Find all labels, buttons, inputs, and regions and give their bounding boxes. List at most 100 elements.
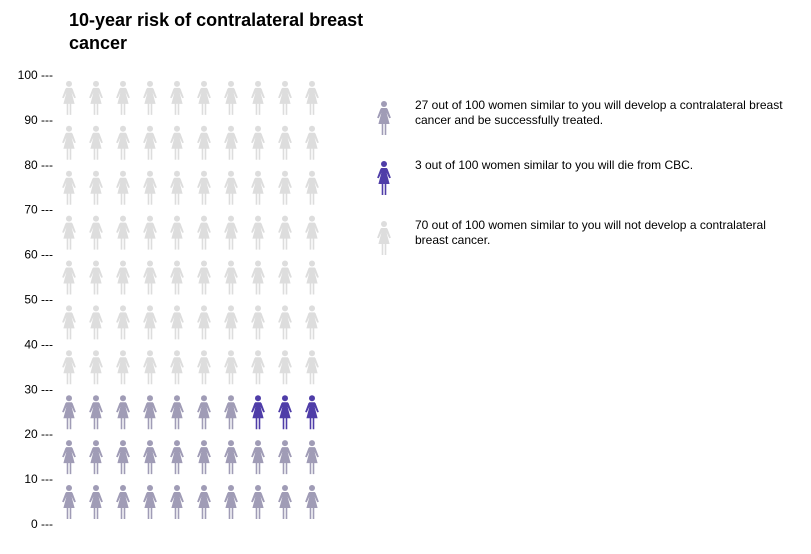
person-icon-develop-treated (62, 440, 76, 475)
person-icon-develop-treated (278, 440, 292, 475)
person-icon-not-develop (143, 80, 157, 115)
person-icon-not-develop (197, 125, 211, 160)
person-icon-not-develop (305, 305, 319, 340)
person-icon-not-develop (305, 125, 319, 160)
person-icon-develop-treated (251, 485, 265, 519)
person-icon-not-develop (170, 305, 184, 340)
legend-label: 70 out of 100 women similar to you will … (415, 218, 766, 247)
person-icon-not-develop (251, 305, 265, 340)
person-icon-develop-treated (197, 440, 211, 475)
person-icon-not-develop (170, 350, 184, 385)
person-icon-not-develop (170, 80, 184, 115)
person-icon-not-develop (89, 80, 103, 115)
person-icon-not-develop (170, 125, 184, 160)
person-icon-not-develop (197, 170, 211, 205)
y-tick-label: 0 --- (31, 517, 53, 531)
y-tick-label: 60 --- (24, 248, 53, 262)
person-icon-not-develop (62, 170, 76, 205)
person-icon-not-develop (197, 305, 211, 340)
person-icon-not-develop (62, 80, 76, 115)
legend-swatch-develop-treated (377, 101, 391, 135)
person-icon-not-develop (116, 215, 130, 250)
person-icon-not-develop (143, 350, 157, 385)
person-icon-develop-treated (116, 395, 130, 430)
woman-icon (377, 221, 391, 255)
legend-label: 3 out of 100 women similar to you will d… (415, 158, 694, 172)
person-icon-develop-treated (143, 485, 157, 519)
person-icon-not-develop (197, 260, 211, 295)
person-icon-develop-treated (116, 440, 130, 475)
person-icon-not-develop (251, 350, 265, 385)
person-icon-develop-treated (305, 485, 319, 519)
person-icon-develop-treated (89, 485, 103, 519)
person-icon-not-develop (278, 305, 292, 340)
person-icon-not-develop (116, 305, 130, 340)
person-icon-develop-treated (197, 395, 211, 430)
person-icon-not-develop (116, 260, 130, 295)
y-tick-label: 50 --- (24, 293, 53, 307)
woman-icon (377, 161, 391, 195)
person-icon-not-develop (224, 260, 238, 295)
person-icon-develop-treated (224, 395, 238, 430)
person-icon-not-develop (116, 350, 130, 385)
person-icon-not-develop (305, 260, 319, 295)
person-icon-not-develop (170, 260, 184, 295)
y-tick-label: 70 --- (24, 203, 53, 217)
person-icon-not-develop (224, 170, 238, 205)
person-icon-not-develop (251, 260, 265, 295)
person-icon-not-develop (197, 215, 211, 250)
person-icon-die-cbc (251, 395, 265, 430)
person-icon-develop-treated (197, 485, 211, 519)
chart-title: 10-year risk of contralateral breast can… (69, 10, 364, 53)
person-icon-develop-treated (224, 485, 238, 519)
person-icon-die-cbc (278, 395, 292, 430)
person-icon-not-develop (170, 215, 184, 250)
person-icon-not-develop (224, 125, 238, 160)
person-icon-not-develop (116, 170, 130, 205)
person-icon-not-develop (143, 260, 157, 295)
person-icon-not-develop (278, 260, 292, 295)
person-icon-not-develop (224, 305, 238, 340)
person-icon-develop-treated (278, 485, 292, 519)
person-icon-not-develop (278, 350, 292, 385)
person-icon-not-develop (278, 80, 292, 115)
person-icon-not-develop (89, 350, 103, 385)
person-icon-not-develop (251, 125, 265, 160)
person-icon-not-develop (305, 170, 319, 205)
person-icon-develop-treated (170, 440, 184, 475)
person-icon-not-develop (251, 170, 265, 205)
legend-swatch-die-cbc (377, 161, 391, 195)
person-icon-not-develop (62, 125, 76, 160)
y-tick-label: 90 --- (24, 113, 53, 127)
person-icon-not-develop (197, 80, 211, 115)
person-icon-die-cbc (305, 395, 319, 430)
person-icon-not-develop (251, 215, 265, 250)
person-icon-develop-treated (170, 485, 184, 519)
person-icon-not-develop (143, 305, 157, 340)
person-icon-develop-treated (170, 395, 184, 430)
person-icon-not-develop (89, 260, 103, 295)
person-icon-develop-treated (224, 440, 238, 475)
person-icon-not-develop (278, 125, 292, 160)
person-icon-not-develop (116, 80, 130, 115)
person-icon-not-develop (305, 350, 319, 385)
person-icon-not-develop (305, 215, 319, 250)
person-icon-develop-treated (89, 440, 103, 475)
person-icon-not-develop (62, 215, 76, 250)
person-icon-not-develop (197, 350, 211, 385)
person-icon-not-develop (143, 125, 157, 160)
person-icon-develop-treated (89, 395, 103, 430)
y-tick-label: 100 --- (18, 68, 53, 82)
person-icon-not-develop (62, 305, 76, 340)
y-tick-label: 80 --- (24, 158, 53, 172)
person-icon-not-develop (224, 215, 238, 250)
person-icon-develop-treated (62, 485, 76, 519)
y-tick-label: 20 --- (24, 427, 53, 441)
y-tick-label: 10 --- (24, 472, 53, 486)
person-icon-not-develop (224, 80, 238, 115)
person-icon-not-develop (143, 170, 157, 205)
person-icon-not-develop (278, 215, 292, 250)
person-icon-not-develop (170, 170, 184, 205)
person-icon-not-develop (89, 125, 103, 160)
